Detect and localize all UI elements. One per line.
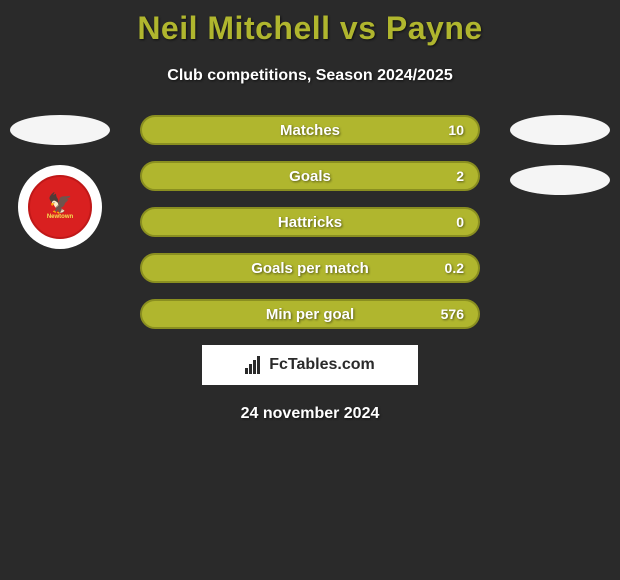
subtitle: Club competitions, Season 2024/2025 [0,67,620,85]
stat-label: Goals per match [251,260,369,277]
page-title: Neil Mitchell vs Payne [0,0,620,47]
stat-label: Hattricks [278,214,342,231]
club-placeholder-icon [510,165,610,195]
stat-label: Min per goal [266,306,354,323]
stat-row-hattricks: Hattricks 0 [140,207,480,237]
club-badge-left: 🦅 Newtown [18,165,102,249]
stat-right-value: 2 [456,168,464,184]
stat-row-goals: Goals 2 [140,161,480,191]
stat-label: Goals [289,168,331,185]
date-label: 24 november 2024 [0,405,620,423]
player-placeholder-icon [510,115,610,145]
left-player-column: 🦅 Newtown [10,115,110,249]
stat-right-value: 0.2 [445,260,464,276]
stats-bars: Matches 10 Goals 2 Hattricks 0 Goals per… [140,115,480,329]
right-player-column [510,115,610,215]
brand-label: FcTables.com [269,356,375,374]
stat-right-value: 576 [441,306,464,322]
chart-icon [245,356,263,374]
stat-right-value: 10 [448,122,464,138]
stat-label: Matches [280,122,340,139]
club-crest: 🦅 Newtown [28,175,92,239]
brand-box: FcTables.com [202,345,418,385]
stat-row-mpg: Min per goal 576 [140,299,480,329]
club-name-label: Newtown [47,214,73,220]
stat-row-gpm: Goals per match 0.2 [140,253,480,283]
player-placeholder-icon [10,115,110,145]
comparison-panel: 🦅 Newtown Matches 10 Goals 2 Hattricks 0 [0,115,620,423]
stat-right-value: 0 [456,214,464,230]
stat-row-matches: Matches 10 [140,115,480,145]
griffin-icon: 🦅 [48,194,73,214]
